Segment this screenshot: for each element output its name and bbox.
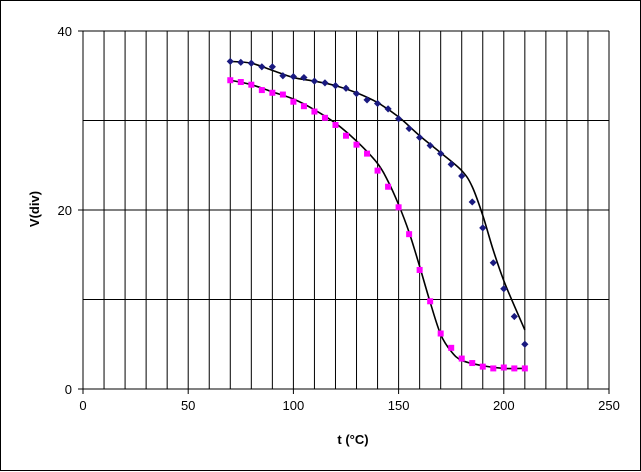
data-point: [511, 365, 518, 372]
data-point: [521, 365, 528, 372]
x-tick-label: 200: [493, 398, 515, 413]
x-axis-label: t (°C): [337, 432, 368, 447]
data-point: [437, 330, 444, 337]
data-point: [489, 259, 497, 267]
series-layer: [226, 57, 529, 372]
y-tick-label: 0: [65, 382, 72, 397]
data-point: [405, 124, 413, 133]
data-point: [269, 89, 276, 96]
x-tick-label: 100: [283, 398, 305, 413]
data-point: [258, 87, 265, 94]
data-point: [353, 141, 360, 148]
data-point: [479, 363, 486, 370]
data-point: [490, 365, 497, 372]
y-tick-label: 40: [58, 24, 72, 39]
series-2: [227, 77, 528, 372]
data-point: [521, 340, 529, 348]
data-point: [300, 73, 308, 82]
data-point: [469, 360, 476, 367]
data-point: [385, 183, 392, 190]
data-point: [237, 58, 245, 66]
data-point: [289, 73, 297, 81]
data-point: [226, 57, 234, 66]
data-point: [258, 63, 266, 71]
data-point: [247, 59, 255, 67]
tick-labels: 0 50 100 150 200 250 0 20 40: [58, 24, 620, 413]
data-point: [237, 79, 244, 86]
grid-lines: [78, 30, 610, 394]
data-point: [500, 285, 508, 293]
data-point: [279, 72, 287, 80]
data-point: [479, 224, 487, 232]
series-1: [226, 57, 529, 348]
data-point: [268, 63, 276, 71]
data-point: [279, 91, 286, 98]
data-point: [395, 115, 403, 123]
data-point: [448, 344, 455, 351]
data-point: [510, 312, 518, 321]
data-point: [343, 132, 349, 139]
data-point: [458, 355, 465, 362]
data-point: [416, 133, 424, 142]
data-point: [342, 84, 350, 92]
data-point: [395, 204, 402, 211]
data-point: [363, 96, 371, 104]
data-point: [227, 77, 234, 84]
data-point: [321, 114, 328, 121]
data-point: [427, 298, 434, 305]
data-point: [458, 172, 466, 180]
data-point: [311, 108, 318, 115]
data-point: [373, 99, 382, 108]
x-tick-label: 0: [79, 398, 86, 413]
data-point: [426, 141, 434, 150]
data-point: [374, 167, 381, 174]
data-point: [352, 90, 361, 98]
data-point: [384, 105, 392, 113]
data-point: [321, 79, 329, 87]
data-point: [332, 121, 339, 128]
data-point: [364, 150, 371, 157]
y-tick-label: 20: [58, 203, 72, 218]
data-point: [248, 81, 255, 88]
data-point: [331, 81, 340, 90]
data-point: [468, 198, 476, 206]
x-tick-label: 250: [598, 398, 620, 413]
data-point: [300, 103, 307, 110]
data-point: [310, 77, 319, 85]
x-tick-label: 50: [181, 398, 195, 413]
data-point: [406, 231, 413, 238]
data-point: [447, 160, 455, 168]
x-tick-label: 150: [388, 398, 410, 413]
data-point: [290, 98, 297, 105]
data-point: [437, 150, 445, 158]
data-point: [500, 364, 507, 371]
data-point: [416, 266, 423, 273]
y-axis-label: V(div): [27, 191, 42, 227]
